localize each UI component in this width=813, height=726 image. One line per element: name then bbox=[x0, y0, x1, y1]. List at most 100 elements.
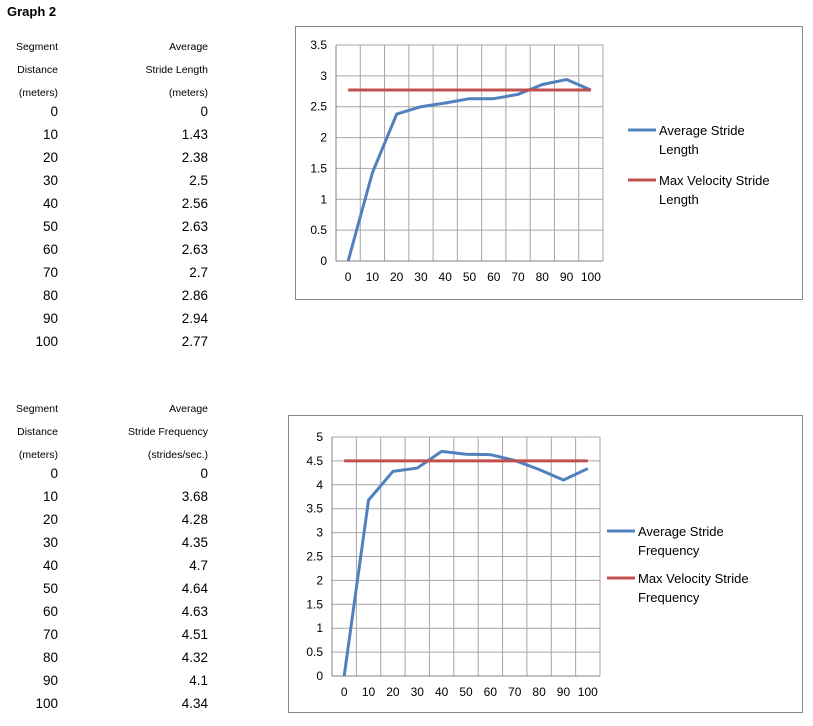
x-tick-label: 60 bbox=[487, 270, 501, 284]
table-cell-distance: 80 bbox=[42, 650, 58, 665]
table-cell-distance: 90 bbox=[42, 311, 58, 326]
table-header: Segment bbox=[15, 41, 58, 53]
y-tick-label: 1 bbox=[320, 192, 327, 206]
table-header: Distance bbox=[17, 426, 58, 438]
stride-frequency-chart-svg: 00.511.522.533.544.550 10 20 30 40 50 60 70 80 90… bbox=[306, 430, 748, 699]
y-tick-label: 0.5 bbox=[310, 223, 327, 237]
table-cell-distance: 20 bbox=[42, 512, 58, 527]
table-cell-distance: 80 bbox=[42, 288, 58, 303]
x-tick-label: 30 bbox=[411, 685, 425, 699]
table-cell-value: 2.77 bbox=[181, 334, 208, 349]
table-cell-value: 2.63 bbox=[181, 242, 208, 257]
table-header: Distance bbox=[17, 64, 58, 76]
y-tick-label: 1 bbox=[316, 621, 323, 635]
x-tick-label: 20 bbox=[386, 685, 400, 699]
y-tick-label: 4 bbox=[316, 478, 323, 492]
page-title: Graph 2 bbox=[7, 4, 57, 19]
table-cell-distance: 50 bbox=[42, 219, 58, 234]
table-cell-distance: 70 bbox=[42, 265, 58, 280]
table-cell-value: 4.28 bbox=[181, 512, 208, 527]
stride-length-table: Segment Distance (meters) Average Stride… bbox=[0, 0, 230, 360]
table-cell-value: 2.38 bbox=[181, 150, 208, 165]
y-tick-label: 2 bbox=[320, 131, 327, 145]
y-tick-label: 0 bbox=[316, 669, 323, 683]
table-cell-value: 0 bbox=[200, 104, 208, 119]
y-tick-label: 3 bbox=[320, 69, 327, 83]
x-tick-label: 100 bbox=[581, 270, 601, 284]
table-cell-distance: 20 bbox=[42, 150, 58, 165]
table-cell-value: 4.34 bbox=[181, 696, 208, 711]
table-cell-distance: 90 bbox=[42, 673, 58, 688]
table-header: (meters) bbox=[168, 87, 208, 99]
legend-label: Frequency bbox=[638, 590, 700, 605]
table-cell-distance: 40 bbox=[42, 558, 58, 573]
table-cell-distance: 10 bbox=[42, 127, 58, 142]
table-cell-distance: 30 bbox=[42, 535, 58, 550]
table-header: Stride Length bbox=[145, 64, 208, 76]
x-tick-label: 20 bbox=[390, 270, 404, 284]
y-tick-label: 0 bbox=[320, 254, 327, 268]
x-tick-label: 90 bbox=[557, 685, 571, 699]
y-tick-label: 1.5 bbox=[310, 161, 327, 175]
table-cell-distance: 30 bbox=[42, 173, 58, 188]
table-cell-distance: 60 bbox=[42, 604, 58, 619]
table-cell-value: 4.64 bbox=[181, 581, 208, 596]
table-header: (strides/sec.) bbox=[147, 449, 208, 461]
x-tick-label: 0 bbox=[341, 685, 348, 699]
stride-frequency-chart: 0 0.5 1 1.5 2 2.5 3 3.5 4 4.5 5 0 10 20 30 40 50 60 70 80 90… bbox=[288, 415, 803, 713]
table-cell-value: 4.1 bbox=[189, 673, 208, 688]
table-cell-distance: 0 bbox=[50, 104, 58, 119]
table-cell-value: 3.68 bbox=[181, 489, 208, 504]
legend-label: Average Stride bbox=[659, 123, 745, 138]
stride-length-chart-svg: 0 0.5 1 1.5 2 2.5 3 3.5 0 10 20 30 40 50 60 70 80 90 100 Av… bbox=[310, 38, 769, 284]
stride-length-chart: 0 0.5 1 1.5 2 2.5 3 3.5 0 10 20 30 40 50 60 70 80 90 100 Av… bbox=[295, 26, 803, 300]
x-tick-label: 10 bbox=[362, 685, 376, 699]
table-cell-distance: 100 bbox=[35, 334, 58, 349]
x-tick-label: 70 bbox=[511, 270, 525, 284]
table-header: Average bbox=[169, 403, 208, 415]
x-tick-label: 40 bbox=[435, 685, 449, 699]
table-cell-value: 2.7 bbox=[189, 265, 208, 280]
table-cell-value: 4.32 bbox=[181, 650, 208, 665]
table-cell-distance: 50 bbox=[42, 581, 58, 596]
table-cell-value: 4.7 bbox=[189, 558, 208, 573]
table-cell-value: 4.51 bbox=[181, 627, 208, 642]
table-cell-value: 2.94 bbox=[181, 311, 208, 326]
table-header: Stride Frequency bbox=[128, 426, 208, 438]
table-cell-value: 2.86 bbox=[181, 288, 208, 303]
y-tick-label: 0.5 bbox=[306, 645, 323, 659]
table-cell-distance: 70 bbox=[42, 627, 58, 642]
y-tick-label: 4.5 bbox=[306, 454, 323, 468]
x-tick-label: 90 bbox=[560, 270, 574, 284]
y-tick-label: 2 bbox=[316, 573, 323, 587]
y-tick-label: 5 bbox=[316, 430, 323, 444]
legend-label: Average Stride bbox=[638, 524, 724, 539]
x-tick-label: 40 bbox=[439, 270, 453, 284]
x-tick-label: 0 bbox=[345, 270, 352, 284]
legend-label: Length bbox=[659, 192, 699, 207]
x-tick-label: 50 bbox=[463, 270, 477, 284]
table-cell-distance: 10 bbox=[42, 489, 58, 504]
legend-label: Length bbox=[659, 142, 699, 157]
table-cell-distance: 40 bbox=[42, 196, 58, 211]
table-cell-distance: 0 bbox=[50, 466, 58, 481]
y-tick-label: 3.5 bbox=[306, 502, 323, 516]
table-cell-value: 4.35 bbox=[181, 535, 208, 550]
x-tick-label: 60 bbox=[484, 685, 498, 699]
x-tick-label: 80 bbox=[536, 270, 550, 284]
table-header: (meters) bbox=[18, 87, 58, 99]
x-tick-label: 50 bbox=[459, 685, 473, 699]
legend-label: Frequency bbox=[638, 543, 700, 558]
x-tick-label: 10 bbox=[366, 270, 380, 284]
y-tick-label: 2.5 bbox=[306, 550, 323, 564]
table-cell-value: 2.63 bbox=[181, 219, 208, 234]
table-header: Segment bbox=[15, 403, 58, 415]
table-cell-value: 1.43 bbox=[181, 127, 208, 142]
x-tick-label: 100 bbox=[578, 685, 598, 699]
table-header: Average bbox=[169, 41, 208, 53]
stride-frequency-table: Segment Distance (meters) Average Stride… bbox=[0, 0, 230, 726]
table-cell-distance: 60 bbox=[42, 242, 58, 257]
table-cell-value: 4.63 bbox=[181, 604, 208, 619]
x-tick-label: 80 bbox=[532, 685, 546, 699]
x-tick-label: 70 bbox=[508, 685, 522, 699]
